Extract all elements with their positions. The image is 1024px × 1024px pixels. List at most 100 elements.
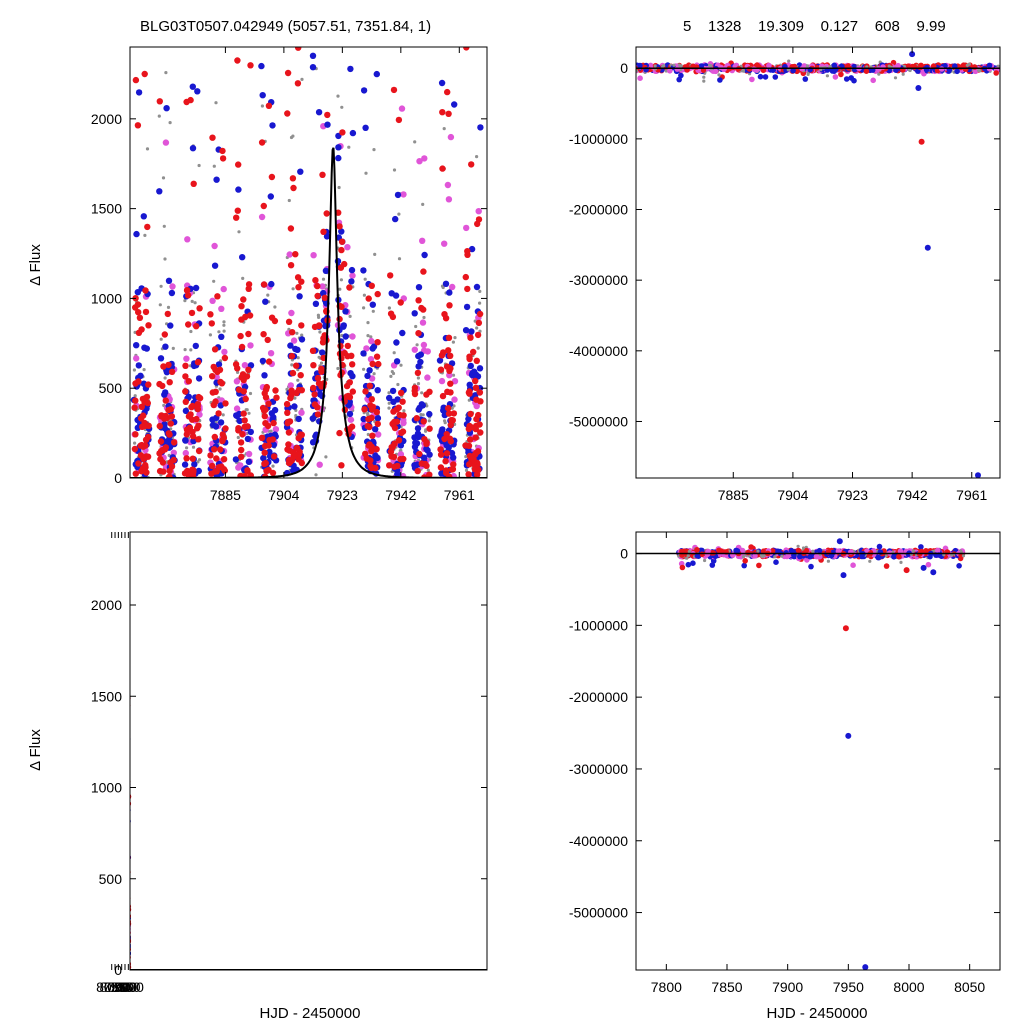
data-point xyxy=(121,822,124,825)
data-point xyxy=(110,708,116,714)
data-point xyxy=(222,425,229,432)
data-point xyxy=(117,837,123,843)
data-point xyxy=(115,908,118,911)
data-point xyxy=(190,437,197,445)
data-point xyxy=(117,890,123,896)
data-point xyxy=(337,185,341,190)
data-point xyxy=(118,823,124,829)
data-point xyxy=(109,860,115,866)
data-point xyxy=(122,842,128,848)
data-point xyxy=(114,817,117,820)
data-point xyxy=(450,461,457,468)
data-point xyxy=(122,961,125,964)
data-point xyxy=(116,950,122,956)
data-point xyxy=(285,429,293,436)
data-point xyxy=(123,927,129,933)
data-point xyxy=(120,748,123,751)
data-point xyxy=(121,853,127,859)
data-point xyxy=(119,586,122,589)
data-point xyxy=(122,922,128,928)
data-point xyxy=(119,723,122,726)
data-point xyxy=(110,891,116,897)
data-point xyxy=(123,951,129,957)
data-point xyxy=(157,455,164,463)
data-point xyxy=(110,920,116,926)
data-point xyxy=(120,907,123,910)
data-point xyxy=(122,872,128,878)
data-point xyxy=(122,925,128,931)
data-point xyxy=(971,64,978,70)
data-point xyxy=(447,438,454,445)
data-point xyxy=(130,901,131,906)
data-point xyxy=(112,887,118,893)
data-point xyxy=(124,922,130,928)
data-point xyxy=(397,442,405,449)
data-point xyxy=(121,953,127,959)
data-point xyxy=(114,951,120,957)
data-point xyxy=(442,127,446,131)
data-point xyxy=(118,837,124,843)
data-point xyxy=(116,922,122,928)
data-point xyxy=(217,446,224,453)
data-point xyxy=(126,583,129,586)
data-point xyxy=(664,69,668,73)
data-point xyxy=(314,411,322,418)
data-point xyxy=(122,878,128,884)
data-point xyxy=(112,928,118,934)
data-point xyxy=(133,342,140,349)
data-point xyxy=(113,925,119,931)
data-point xyxy=(132,397,139,404)
data-point xyxy=(123,900,129,906)
data-point xyxy=(111,850,114,853)
data-point xyxy=(124,914,127,917)
data-point xyxy=(123,917,129,923)
data-point xyxy=(110,831,116,837)
data-point xyxy=(114,931,120,937)
data-point xyxy=(123,847,126,850)
data-point xyxy=(122,808,128,814)
data-point xyxy=(118,914,121,917)
data-point xyxy=(113,899,119,905)
data-point xyxy=(117,941,123,947)
data-point xyxy=(294,274,302,281)
data-point xyxy=(109,941,115,947)
data-point xyxy=(112,938,115,941)
data-point xyxy=(270,414,277,421)
data-point xyxy=(397,389,405,397)
data-point xyxy=(122,905,125,908)
data-point xyxy=(117,803,120,806)
data-point xyxy=(121,954,127,960)
data-point xyxy=(118,936,121,939)
data-point xyxy=(462,442,469,449)
data-point xyxy=(119,916,125,922)
data-point xyxy=(115,825,121,831)
data-point xyxy=(116,937,122,943)
data-point xyxy=(121,873,127,879)
data-point xyxy=(112,926,118,932)
data-point xyxy=(116,827,122,833)
data-point xyxy=(110,949,116,955)
data-point xyxy=(270,441,277,448)
data-point xyxy=(184,292,192,299)
data-point xyxy=(111,888,114,891)
data-point xyxy=(119,834,125,840)
data-point xyxy=(717,77,723,83)
data-point xyxy=(114,937,120,943)
data-point xyxy=(122,915,128,921)
data-point xyxy=(319,361,324,365)
data-point xyxy=(111,918,117,924)
data-point xyxy=(394,191,402,199)
data-point xyxy=(123,870,129,876)
data-point xyxy=(119,860,122,863)
data-point xyxy=(117,918,123,924)
data-point xyxy=(113,906,119,912)
data-point xyxy=(121,936,127,942)
data-point xyxy=(111,952,117,958)
data-point xyxy=(123,909,126,912)
data-point xyxy=(140,213,147,220)
data-point xyxy=(119,653,125,659)
data-point xyxy=(121,858,127,864)
data-point xyxy=(123,911,129,917)
data-point xyxy=(123,777,129,783)
data-point xyxy=(130,907,131,911)
